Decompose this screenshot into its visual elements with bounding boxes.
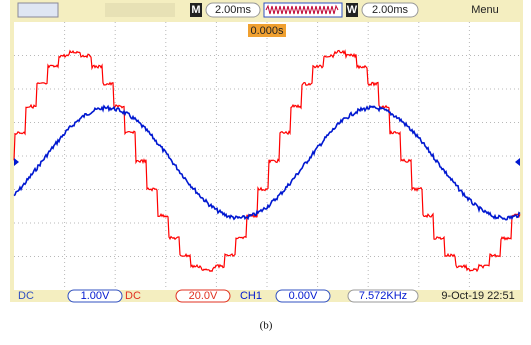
datetime: 9-Oct-19 22:51 — [441, 290, 514, 302]
timebase-label: M — [191, 4, 200, 16]
ch1-scale: 1.00V — [81, 290, 110, 302]
timebase: 2.00ms — [215, 4, 252, 16]
page: M 2.00ms W 2.00ms Menu 0.000s DC 1.00V D… — [0, 0, 531, 345]
ch2-scale: 20.0V — [189, 290, 218, 302]
trigger-source: CH1 — [240, 290, 262, 302]
trigger-level: 0.00V — [289, 290, 318, 302]
window-label: W — [347, 4, 358, 16]
trigger-icons — [105, 3, 175, 17]
icons — [18, 3, 58, 17]
window: 2.00ms — [372, 4, 409, 16]
menu[interactable]: Menu — [471, 4, 499, 16]
ch2-coupling: DC — [125, 290, 141, 302]
ch1-coupling: DC — [18, 290, 34, 302]
trigger-time: 0.000s — [250, 25, 284, 37]
frequency: 7.572KHz — [359, 290, 407, 302]
caption: (b) — [260, 320, 273, 332]
